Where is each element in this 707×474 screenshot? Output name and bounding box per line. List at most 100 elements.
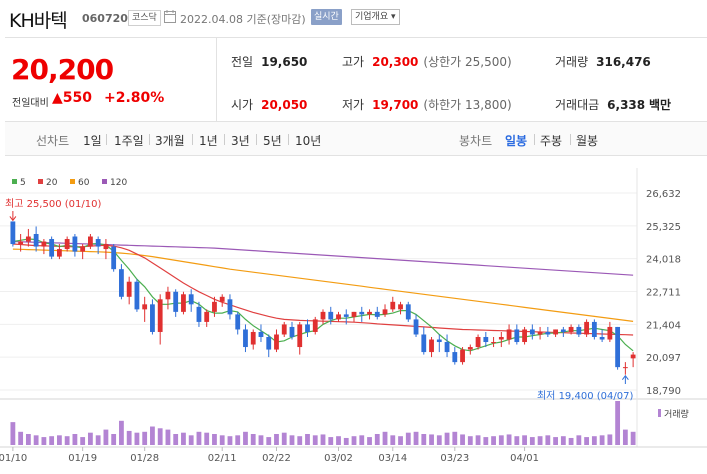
candle-body (33, 233, 39, 247)
volume-bar (312, 435, 318, 445)
volume-bar (103, 429, 109, 445)
volume-bar (111, 434, 117, 445)
candle-body (10, 221, 16, 245)
x-tick-label: 02/22 (262, 453, 291, 464)
y-tick-label: 21,404 (646, 320, 681, 331)
current-price: 20,200 (11, 53, 114, 86)
day-open: 시가 20,050 (231, 98, 308, 112)
tab-1w[interactable]: 1주일 (114, 134, 144, 148)
volume-bar (33, 435, 39, 445)
candle-body (212, 301, 217, 312)
volume-bar (568, 437, 574, 445)
tab-10y[interactable]: 10년 (295, 134, 322, 148)
volume-bar (584, 437, 590, 445)
candle-body (560, 329, 566, 332)
volume-bar (150, 426, 155, 445)
candle-body (359, 311, 365, 315)
y-tick-label: 25,325 (646, 222, 681, 233)
volume-bar (367, 437, 372, 445)
legend-label: 5 (20, 178, 26, 188)
x-tick-label: 01/19 (68, 453, 97, 464)
volume-bar (188, 435, 194, 445)
price-change: ▲550 (52, 90, 92, 106)
volume-bar (126, 430, 132, 445)
x-tick-label: 01/28 (130, 453, 159, 464)
volume-bar (382, 431, 388, 445)
tab-daily[interactable]: 일봉 (505, 134, 528, 148)
tab-weekly[interactable]: 주봉 (540, 134, 563, 148)
ma-legend: 5 20 60 120 (12, 178, 127, 188)
compare-label: 전일대비 (12, 98, 49, 109)
volume-bar (529, 437, 535, 445)
tab-separator (106, 134, 107, 145)
reference-date: 2022.04.08 기준(장마감) (180, 13, 306, 26)
candle-body (452, 352, 458, 363)
volume-bar (537, 436, 543, 445)
chart-tabs: 선차트 1일 1주일 3개월 1년 3년 5년 10년 봉차트 일봉 주봉 월봉 (5, 122, 707, 156)
candle-body (181, 294, 186, 312)
candle-body (134, 281, 140, 310)
volume-bar (142, 431, 148, 445)
volume-bar (219, 435, 225, 445)
volume-bar (320, 434, 326, 445)
day-low: 저가 19,700 (하한가 13,800) (342, 98, 512, 112)
volume-bar (398, 436, 403, 445)
candle-body (514, 329, 520, 343)
candle-body (49, 239, 55, 257)
candle-body (568, 326, 574, 332)
candle-body (421, 334, 427, 353)
candle-body (475, 336, 481, 348)
volume-bar (10, 422, 16, 445)
volume-bar (460, 434, 465, 445)
volume-bar (281, 432, 287, 445)
candle-body (413, 319, 419, 335)
candle-body (599, 336, 605, 340)
tab-5y[interactable]: 5년 (263, 134, 282, 148)
candle-body (188, 294, 194, 305)
candle-body (173, 291, 179, 312)
volume-bar (88, 432, 93, 445)
candle-body (165, 291, 171, 300)
candle-body (545, 331, 551, 335)
company-overview-dropdown[interactable]: 기업개요 ▾ (351, 9, 400, 25)
tab-separator (149, 134, 150, 145)
candle-body (522, 329, 527, 343)
volume-bar (545, 435, 551, 445)
y-axis-labels: 26,632 25,325 24,018 22,711 21,404 20,097 18,7… (646, 189, 681, 397)
tab-separator (534, 134, 535, 145)
candle-body (274, 334, 279, 350)
volume-bar (374, 434, 380, 445)
realtime-button[interactable]: 실시간 (311, 9, 342, 25)
x-tick-label: 03/02 (324, 453, 353, 464)
volume-legend-swatch (658, 409, 661, 417)
tab-3m[interactable]: 3개월 (155, 134, 185, 148)
tab-separator (224, 134, 225, 145)
stock-code: 060720 (82, 12, 128, 25)
candle-body (607, 326, 613, 340)
volume-bar (56, 435, 62, 445)
trade-amount: 거래대금 6,338 백만 (555, 98, 672, 112)
volume-bar (243, 431, 248, 445)
x-tick-label: 03/14 (378, 453, 407, 464)
tab-1d[interactable]: 1일 (83, 134, 102, 148)
volume-bar (514, 436, 520, 445)
stock-chart[interactable]: 5 20 60 120 26,63225,32524,01822,71121,4042… (0, 168, 707, 474)
candle-body (227, 299, 233, 315)
y-tick-label: 22,711 (646, 288, 681, 299)
candle-body (436, 339, 442, 343)
market-badge: 코스닥 (128, 10, 161, 26)
chart-annotations: 최고 25,500 (01/10) 최저 19,400 (04/07) (5, 198, 633, 402)
candle-body (119, 269, 124, 297)
x-tick-label: 01/10 (0, 453, 27, 464)
volume-bar (204, 432, 210, 445)
volume-bar (80, 437, 86, 445)
x-axis-labels: 01/10 01/19 01/28 02/11 02/22 03/02 03/14 03/23… (0, 447, 539, 464)
candle-body (498, 336, 504, 340)
tab-monthly[interactable]: 월봉 (576, 134, 599, 148)
tab-separator (288, 134, 289, 145)
tab-1y[interactable]: 1년 (199, 134, 218, 148)
tab-3y[interactable]: 3년 (231, 134, 250, 148)
volume-bar (72, 434, 78, 445)
candle-body (196, 306, 202, 322)
candle-body (56, 249, 62, 257)
